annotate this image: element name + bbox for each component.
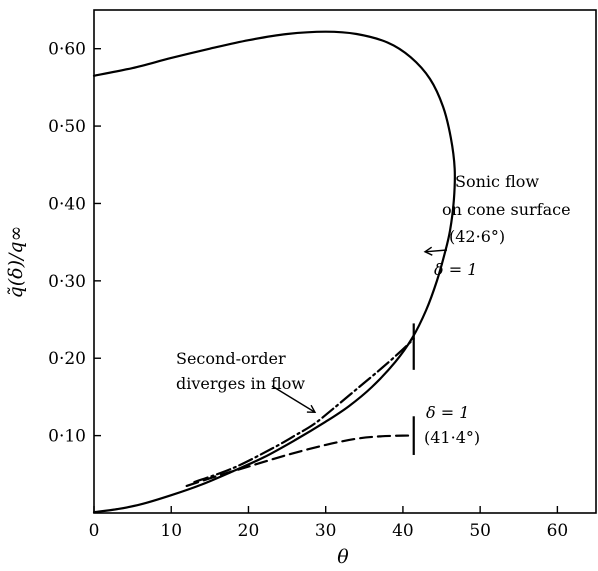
y-tick-label: 0·10 bbox=[48, 427, 86, 447]
annotation-sonic-line-2: on cone surface bbox=[442, 200, 571, 219]
y-tick-label: 0·20 bbox=[48, 349, 86, 369]
label-delta-upper: δ = 1 bbox=[434, 260, 477, 279]
x-tick-label: 40 bbox=[392, 521, 414, 541]
annotation-second-order-line-2: diverges in flow bbox=[176, 374, 305, 393]
annotation-sonic-flow: Sonic flow on cone surface (42·6°) bbox=[423, 172, 571, 256]
y-axis-title: q̃(δ)/q∞ bbox=[5, 226, 27, 299]
plot-frame bbox=[93, 9, 597, 514]
series-solid-line bbox=[92, 30, 456, 514]
x-tick-label: 20 bbox=[238, 521, 260, 541]
series-layer bbox=[92, 30, 456, 514]
annotation-second-order: Second-order diverges in flow bbox=[176, 349, 317, 414]
x-tick-label: 50 bbox=[469, 521, 491, 541]
x-tick-label: 30 bbox=[315, 521, 337, 541]
y-axis: 0·10 0·20 0·30 0·40 0·50 0·60 bbox=[48, 40, 101, 447]
annotation-second-order-arrow bbox=[271, 385, 317, 414]
series-dash-dot-line bbox=[193, 337, 415, 484]
label-delta-lower: δ = 1 bbox=[426, 403, 469, 422]
x-tick-label: 0 bbox=[89, 521, 100, 541]
x-tick-label: 10 bbox=[160, 521, 182, 541]
x-tick-label: 60 bbox=[547, 521, 569, 541]
x-axis: 0 10 20 30 40 50 60 bbox=[89, 506, 569, 541]
y-tick-label: 0·50 bbox=[48, 117, 86, 137]
annotation-second-order-line-1: Second-order bbox=[176, 349, 286, 368]
label-delta-lower-angle: (41·4°) bbox=[424, 428, 480, 447]
annotation-sonic-line-1: Sonic flow bbox=[455, 172, 539, 191]
y-tick-label: 0·30 bbox=[48, 272, 86, 292]
annotation-sonic-line-3: (42·6°) bbox=[449, 227, 505, 246]
y-tick-label: 0·40 bbox=[48, 194, 86, 214]
series-dashed-line bbox=[185, 434, 415, 488]
y-tick-label: 0·60 bbox=[48, 40, 86, 60]
annotation-sonic-arrow bbox=[423, 246, 448, 256]
x-axis-title: θ bbox=[337, 546, 349, 568]
